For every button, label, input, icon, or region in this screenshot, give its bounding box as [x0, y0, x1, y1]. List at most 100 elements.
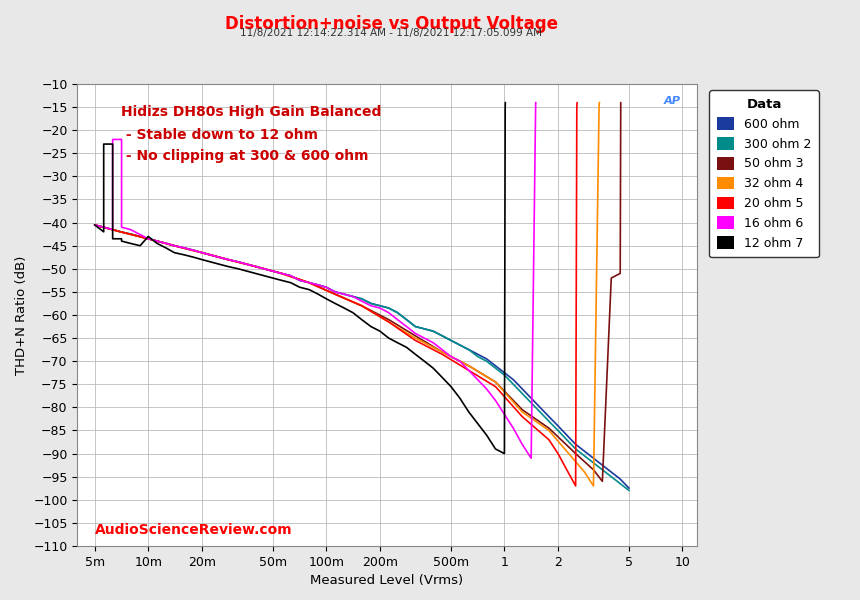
12 ohm 7	[152, 240, 163, 247]
50 ohm 3	[517, 406, 527, 413]
20 ohm 5	[553, 450, 563, 457]
20 ohm 5	[570, 482, 581, 490]
16 ohm 6	[392, 316, 402, 323]
50 ohm 3	[115, 228, 126, 235]
16 ohm 6	[347, 293, 358, 300]
12 ohm 7	[321, 295, 331, 302]
32 ohm 4	[437, 349, 447, 356]
12 ohm 7	[169, 249, 180, 256]
50 ohm 3	[304, 279, 314, 286]
300 ohm 2	[490, 365, 501, 372]
32 ohm 4	[304, 279, 314, 286]
12 ohm 7	[116, 238, 126, 245]
12 ohm 7	[116, 235, 126, 242]
12 ohm 7	[267, 274, 278, 281]
12 ohm 7	[126, 240, 136, 247]
16 ohm 6	[531, 103, 541, 110]
12 ohm 7	[233, 265, 243, 272]
16 ohm 6	[250, 263, 261, 270]
16 ohm 6	[214, 254, 224, 261]
Y-axis label: THD+N Ratio (dB): THD+N Ratio (dB)	[15, 256, 28, 374]
12 ohm 7	[339, 304, 349, 311]
16 ohm 6	[402, 323, 412, 330]
12 ohm 7	[99, 140, 109, 148]
16 ohm 6	[321, 284, 331, 291]
12 ohm 7	[357, 316, 367, 323]
300 ohm 2	[455, 341, 465, 349]
16 ohm 6	[108, 226, 118, 233]
20 ohm 5	[169, 242, 180, 249]
16 ohm 6	[464, 367, 474, 374]
X-axis label: Measured Level (Vrms): Measured Level (Vrms)	[310, 574, 464, 587]
12 ohm 7	[500, 103, 510, 110]
20 ohm 5	[223, 256, 233, 263]
20 ohm 5	[304, 279, 314, 286]
Line: 600 ohm: 600 ohm	[95, 225, 629, 488]
32 ohm 4	[384, 319, 394, 326]
12 ohm 7	[304, 286, 314, 293]
16 ohm 6	[126, 226, 136, 233]
12 ohm 7	[366, 323, 376, 330]
50 ohm 3	[606, 274, 617, 281]
Text: - No clipping at 300 & 600 ohm: - No clipping at 300 & 600 ohm	[120, 149, 368, 163]
20 ohm 5	[357, 302, 367, 310]
32 ohm 4	[250, 263, 261, 270]
50 ohm 3	[384, 316, 394, 323]
Line: 16 ohm 6: 16 ohm 6	[95, 103, 536, 458]
32 ohm 4	[464, 362, 474, 370]
32 ohm 4	[517, 409, 527, 416]
50 ohm 3	[490, 379, 501, 386]
600 ohm	[544, 413, 554, 420]
Legend: 600 ohm, 300 ohm 2, 50 ohm 3, 32 ohm 4, 20 ohm 5, 16 ohm 6, 12 ohm 7: 600 ohm, 300 ohm 2, 50 ohm 3, 32 ohm 4, …	[709, 90, 819, 257]
Text: Distortion+noise vs Output Voltage: Distortion+noise vs Output Voltage	[224, 15, 558, 33]
16 ohm 6	[419, 334, 429, 341]
12 ohm 7	[392, 339, 402, 346]
12 ohm 7	[490, 445, 501, 452]
12 ohm 7	[161, 244, 171, 251]
16 ohm 6	[375, 304, 385, 311]
32 ohm 4	[357, 302, 367, 310]
16 ohm 6	[384, 309, 394, 316]
20 ohm 5	[250, 263, 261, 270]
16 ohm 6	[437, 346, 447, 353]
Line: 32 ohm 4: 32 ohm 4	[95, 103, 599, 486]
12 ohm 7	[330, 300, 341, 307]
12 ohm 7	[108, 235, 118, 242]
16 ohm 6	[295, 277, 305, 284]
300 ohm 2	[223, 256, 233, 263]
20 ohm 5	[115, 228, 126, 235]
20 ohm 5	[276, 270, 286, 277]
50 ohm 3	[437, 349, 447, 356]
300 ohm 2	[89, 221, 100, 229]
20 ohm 5	[562, 466, 572, 473]
Text: AudioScienceReview.com: AudioScienceReview.com	[95, 523, 292, 537]
12 ohm 7	[223, 263, 233, 270]
32 ohm 4	[330, 290, 341, 298]
50 ohm 3	[143, 235, 153, 242]
50 ohm 3	[89, 221, 100, 229]
600 ohm	[455, 341, 465, 349]
12 ohm 7	[295, 284, 305, 291]
32 ohm 4	[594, 99, 605, 106]
Line: 300 ohm 2: 300 ohm 2	[95, 225, 629, 491]
16 ohm 6	[188, 247, 199, 254]
16 ohm 6	[428, 339, 439, 346]
16 ohm 6	[233, 258, 243, 265]
12 ohm 7	[375, 328, 385, 335]
Text: ᴬᴾ: ᴬᴾ	[664, 95, 681, 113]
16 ohm 6	[180, 244, 190, 251]
32 ohm 4	[223, 256, 233, 263]
50 ohm 3	[276, 270, 286, 277]
600 ohm	[606, 469, 617, 476]
16 ohm 6	[531, 99, 541, 106]
16 ohm 6	[517, 441, 527, 448]
16 ohm 6	[116, 136, 126, 143]
16 ohm 6	[500, 411, 510, 418]
16 ohm 6	[531, 99, 541, 106]
16 ohm 6	[313, 281, 323, 289]
12 ohm 7	[419, 358, 429, 365]
16 ohm 6	[472, 376, 482, 383]
16 ohm 6	[108, 136, 118, 143]
Line: 12 ohm 7: 12 ohm 7	[95, 103, 506, 454]
600 ohm	[490, 362, 501, 370]
